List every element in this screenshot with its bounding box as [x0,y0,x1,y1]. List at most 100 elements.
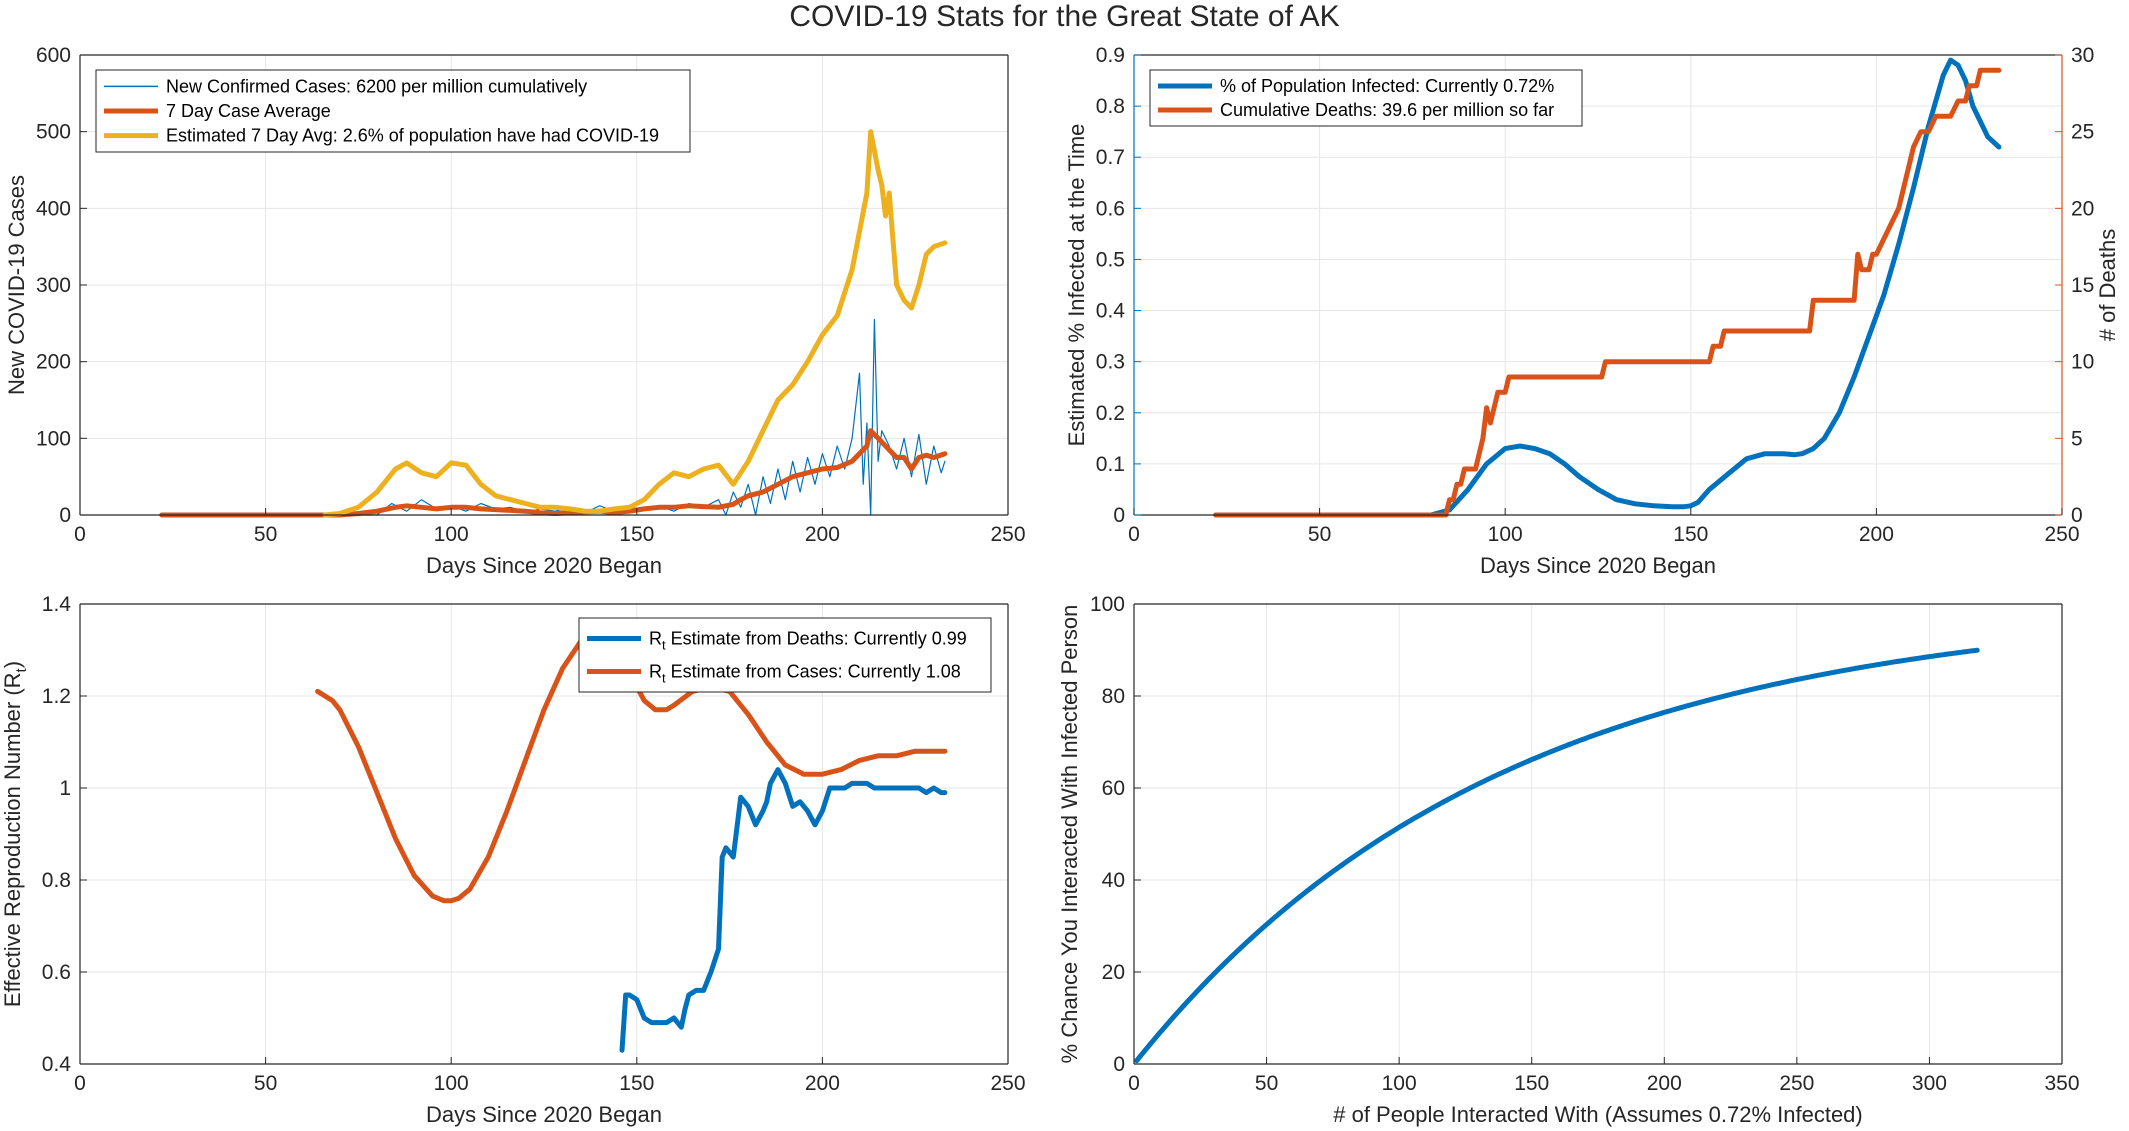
y-tick-label: 600 [36,44,71,67]
y-tick-label: 500 [36,121,71,144]
legend-label: Estimated 7 Day Avg: 2.6% of population … [166,126,659,146]
x-tick-label: 250 [1779,1072,1814,1095]
y-tick-label: 0.6 [1096,197,1125,220]
y-tick-label: 0.8 [1096,95,1125,118]
x-tick-label: 100 [434,1072,469,1095]
series-line-2 [1213,67,2002,518]
y-tick-label: 0.4 [1096,300,1126,323]
y-tick-label: 0 [1113,504,1125,527]
y-tick-label: 100 [36,427,71,450]
y-tick-label: 200 [36,351,71,374]
x-tick-label: 50 [1255,1072,1278,1095]
y-tick-labels: 0.4 0.6 0.8 1 1.2 1.4 [42,593,87,1076]
y-tick-label: 60 [1102,777,1125,800]
legend-label: Cumulative Deaths: 39.6 per million so f… [1220,100,1554,120]
plot-area [1134,604,2062,1064]
legend-label-main: R [649,629,662,649]
x-tick-label: 100 [434,523,469,546]
legend-label-rest: Estimate from Cases: Currently 1.08 [666,662,961,682]
figure-title: COVID-19 Stats for the Great State of AK [789,0,1340,33]
y-tick-labels: 0 100 200 300 400 500 600 [36,44,87,527]
y-axis-label: Effective Reproduction Number (Rt) [0,661,30,1007]
y-axis-label-left: Estimated % Infected at the Time [1064,124,1089,447]
legend-label: Rt Estimate from Deaths: Currently 0.99 [649,629,967,653]
y-tick-label: 100 [1090,593,1125,616]
x-tick-label: 150 [1673,523,1708,546]
series-line-1 [1213,57,2002,518]
x-tick-labels: 0 50 100 150 200 250 [74,1057,1026,1095]
x-tick-label: 50 [254,1072,277,1095]
legend-label: Rt Estimate from Cases: Currently 1.08 [649,662,961,686]
legend-label-main: R [649,662,662,682]
x-tick-label: 150 [619,1072,654,1095]
legend-label: New Confirmed Cases: 6200 per million cu… [166,76,587,96]
legend-label-subscript: t [662,671,666,686]
x-axis-label: Days Since 2020 Began [426,553,662,578]
legend: % of Population Infected: Currently 0.72… [1149,69,1583,127]
y-tick-label: 0.8 [42,869,71,892]
x-tick-label: 200 [805,1072,840,1095]
x-tick-label: 350 [2044,1072,2079,1095]
x-tick-label: 250 [990,1072,1025,1095]
x-tick-label: 150 [619,523,654,546]
x-tick-label: 250 [990,523,1025,546]
y-tick-label: 25 [2071,121,2094,144]
y-tick-label: 20 [1102,961,1125,984]
x-tick-label: 150 [1514,1072,1549,1095]
x-tick-label: 0 [1128,523,1140,546]
x-tick-label: 100 [1382,1072,1417,1095]
x-tick-label: 0 [74,1072,86,1095]
x-tick-label: 300 [1912,1072,1947,1095]
y-right-tick-labels: 0 5 10 15 20 25 30 [2055,44,2094,527]
y-axis-label-right: # of Deaths [2095,229,2120,342]
legend-label: 7 Day Case Average [166,101,331,121]
y-axis-label: % Chance You Interacted With Infected Pe… [1057,605,1082,1064]
y-tick-label: 0.6 [42,961,71,984]
x-tick-label: 50 [254,523,277,546]
series-line-1 [619,767,948,1053]
series-line-2 [159,428,948,518]
y-tick-labels: 0 0.1 0.2 0.3 0.4 0.5 0.6 0.7 0.8 0.9 [1096,44,1141,527]
chart-1: 0 50 100 150 200 250 Days Since 2020 Began 0 100… [4,44,1026,578]
legend: New Confirmed Cases: 6200 per million cu… [95,69,691,153]
series-line-1 [1134,647,1980,1064]
x-tick-label: 100 [1488,523,1523,546]
chart-4: 0 50 100 150 200 250 300 350# of People Interac… [1057,593,2080,1127]
x-tick-label: 0 [74,523,86,546]
series-line-3 [322,129,948,518]
legend-label-subscript: t [662,638,666,653]
y-tick-label: 80 [1102,685,1125,708]
legend-label-rest: Estimate from Deaths: Currently 0.99 [666,629,967,649]
y-tick-label: 10 [2071,351,2094,374]
y-tick-label: 0 [1113,1053,1125,1076]
y-tick-label: 0.4 [42,1053,72,1076]
x-tick-labels: 0 50 100 150 200 250 300 350 [1128,1057,2080,1095]
legend: Rt Estimate from Deaths: Currently 0.99R… [578,617,992,693]
y-tick-label: 1.2 [42,685,71,708]
y-tick-label: 0 [59,504,71,527]
y-tick-labels: 0 20 40 60 80 100 [1090,593,1141,1076]
plot-area [1134,55,2062,515]
y-tick-label: 0.7 [1096,146,1125,169]
x-axis-label: Days Since 2020 Began [426,1102,662,1127]
y-axis-label: New COVID-19 Cases [4,175,29,395]
y-tick-label: 15 [2071,274,2094,297]
y-tick-label: 0.5 [1096,248,1125,271]
x-tick-labels: 0 50 100 150 200 250 [74,508,1026,546]
y-tick-label: 0.9 [1096,44,1125,67]
legend-label: % of Population Infected: Currently 0.72… [1220,76,1554,96]
x-axis-label: Days Since 2020 Began [1480,553,1716,578]
legend-box [1149,69,1583,127]
x-tick-labels: 0 50 100 150 200 250 [1128,508,2080,546]
x-tick-label: 0 [1128,1072,1140,1095]
x-tick-label: 50 [1308,523,1331,546]
y-axis-label-ylabel_end: ) [0,661,25,668]
legend-box [578,617,992,693]
x-tick-label: 200 [805,523,840,546]
y-tick-label: 0.1 [1096,453,1125,476]
y-axis-label-ylabel_main: Effective Reproduction Number (R [0,672,25,1007]
